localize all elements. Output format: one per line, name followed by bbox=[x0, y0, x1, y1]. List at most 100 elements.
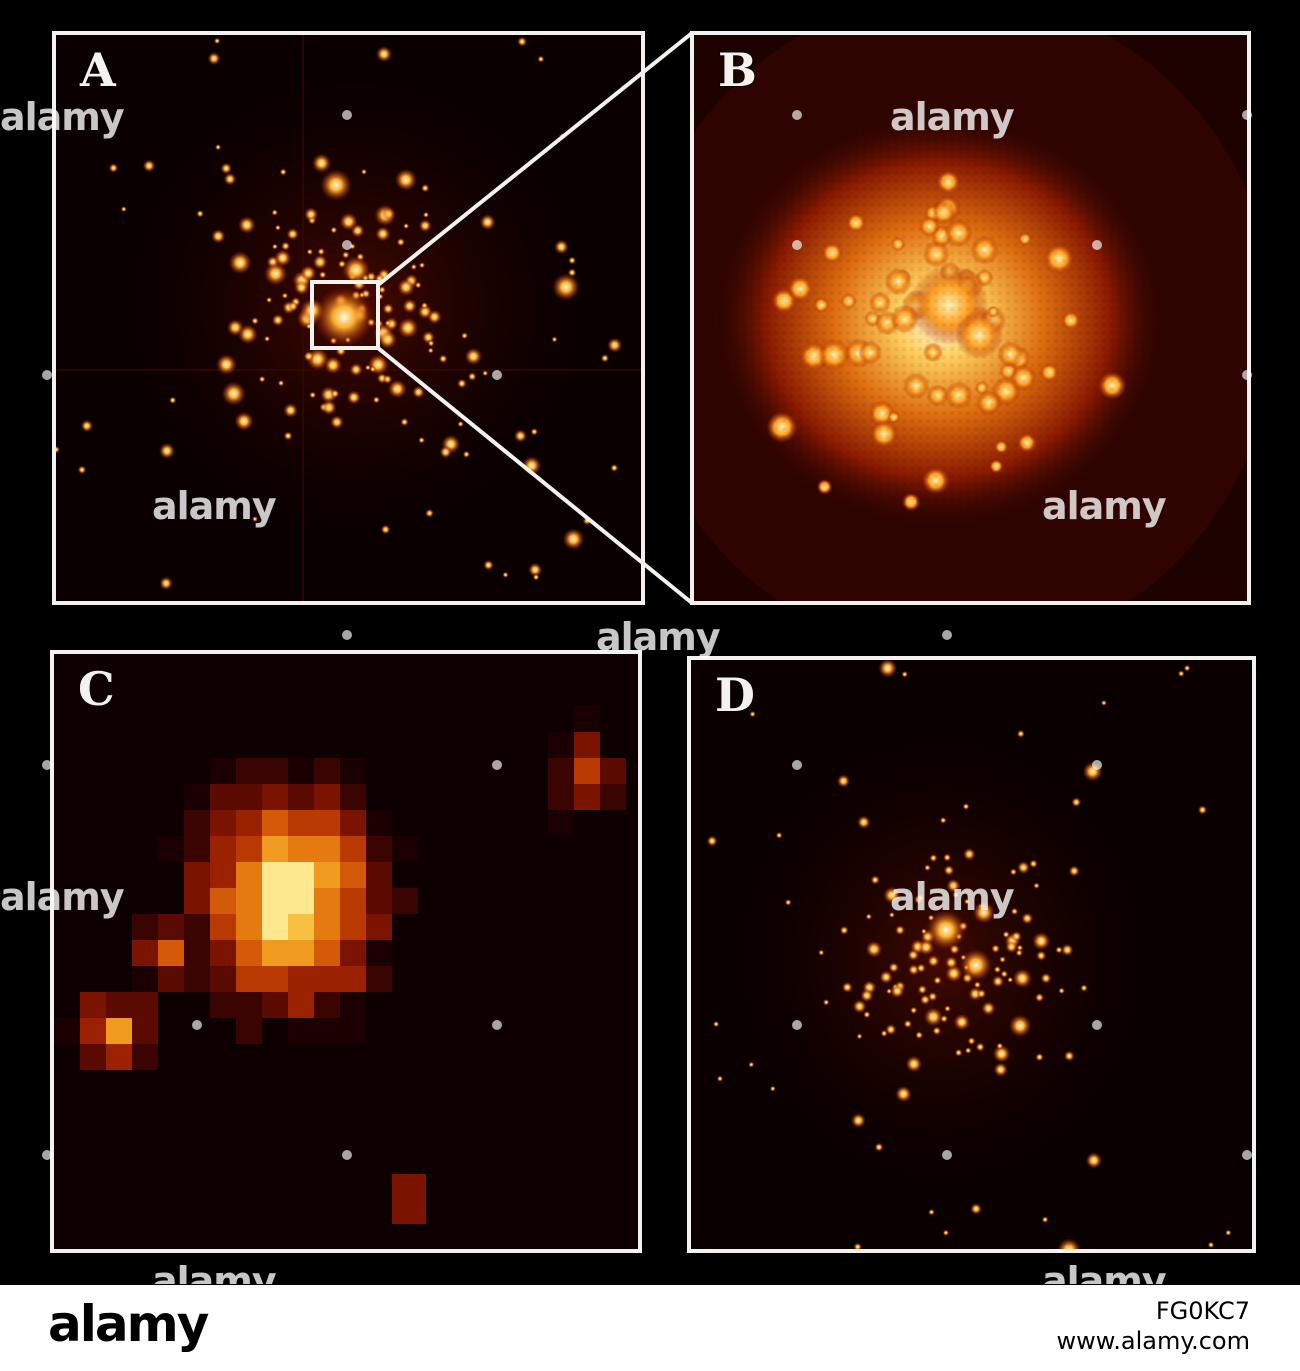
star bbox=[932, 1026, 942, 1036]
star bbox=[382, 374, 393, 384]
watermark-dot bbox=[1092, 1020, 1102, 1030]
star bbox=[775, 831, 783, 839]
pixel bbox=[158, 836, 184, 862]
star bbox=[1033, 882, 1040, 889]
pixel bbox=[184, 836, 210, 862]
footer-url: www.alamy.com bbox=[1056, 1327, 1250, 1355]
pixel bbox=[340, 940, 366, 966]
star bbox=[367, 354, 389, 376]
star bbox=[1061, 943, 1074, 957]
pixel bbox=[210, 992, 236, 1018]
star bbox=[1005, 940, 1018, 954]
pixel bbox=[210, 836, 236, 862]
star bbox=[1007, 976, 1014, 983]
star bbox=[382, 207, 395, 221]
star bbox=[1008, 1014, 1032, 1038]
star bbox=[822, 999, 830, 1006]
pixel bbox=[600, 784, 626, 810]
pixel bbox=[314, 836, 340, 862]
star bbox=[372, 396, 380, 404]
star bbox=[929, 853, 938, 863]
star bbox=[220, 162, 232, 175]
star bbox=[939, 816, 947, 824]
star bbox=[394, 168, 418, 191]
star bbox=[1034, 992, 1045, 1003]
star bbox=[330, 389, 340, 399]
star bbox=[558, 133, 566, 140]
star bbox=[346, 390, 361, 405]
star bbox=[886, 988, 893, 995]
star bbox=[976, 988, 987, 999]
star bbox=[918, 939, 935, 956]
pixel bbox=[262, 810, 288, 836]
pixel bbox=[236, 758, 262, 784]
pixel bbox=[132, 940, 158, 966]
watermark-dot bbox=[342, 110, 352, 120]
watermark-dot bbox=[1242, 1150, 1252, 1160]
pixel bbox=[80, 1044, 106, 1070]
watermark: alamy bbox=[1042, 1262, 1166, 1284]
star bbox=[321, 399, 337, 416]
star bbox=[894, 925, 906, 936]
star bbox=[1035, 1052, 1044, 1062]
star bbox=[286, 227, 299, 241]
star bbox=[238, 216, 256, 234]
star bbox=[221, 381, 246, 406]
star bbox=[964, 1047, 972, 1054]
pixel bbox=[54, 1018, 80, 1044]
star bbox=[1002, 930, 1010, 939]
panel-d-image bbox=[691, 660, 1252, 1249]
star bbox=[879, 970, 893, 984]
watermark: alamy bbox=[890, 95, 1015, 139]
star bbox=[981, 1001, 996, 1016]
watermark-dot bbox=[1092, 760, 1102, 770]
star bbox=[975, 1042, 985, 1052]
panel-d-label: D bbox=[715, 668, 755, 722]
star bbox=[384, 320, 392, 327]
watermark-dot bbox=[492, 370, 502, 380]
star bbox=[924, 864, 931, 872]
watermark-dot bbox=[792, 760, 802, 770]
star bbox=[1068, 865, 1080, 877]
panel-c: C bbox=[50, 650, 642, 1253]
watermark-dot bbox=[492, 760, 502, 770]
star bbox=[1183, 664, 1191, 672]
star bbox=[304, 207, 319, 222]
star bbox=[532, 573, 540, 581]
pixel bbox=[262, 914, 288, 940]
watermark-dot bbox=[1242, 370, 1252, 380]
pixel bbox=[236, 914, 262, 940]
star bbox=[1055, 946, 1063, 954]
pixel bbox=[314, 862, 340, 888]
star bbox=[607, 337, 623, 353]
star bbox=[342, 256, 370, 284]
star bbox=[1029, 859, 1038, 869]
star bbox=[56, 445, 60, 454]
star bbox=[552, 273, 580, 301]
star bbox=[421, 183, 430, 193]
star bbox=[917, 984, 928, 995]
star bbox=[309, 391, 317, 399]
pixel bbox=[106, 1018, 132, 1044]
star bbox=[211, 229, 226, 244]
star bbox=[890, 983, 905, 999]
panel-b: B bbox=[690, 31, 1251, 605]
pixel bbox=[236, 940, 262, 966]
pixel bbox=[288, 966, 314, 992]
star bbox=[277, 379, 285, 387]
star bbox=[991, 975, 1005, 988]
pixel bbox=[314, 1018, 340, 1044]
star bbox=[274, 249, 292, 267]
pixel bbox=[210, 784, 236, 810]
star bbox=[342, 251, 350, 259]
star bbox=[551, 336, 558, 343]
pixel bbox=[236, 992, 262, 1018]
star bbox=[369, 366, 376, 373]
star bbox=[928, 1208, 935, 1216]
pixel bbox=[314, 940, 340, 966]
pixel bbox=[366, 862, 392, 888]
star bbox=[901, 671, 908, 678]
star bbox=[537, 55, 545, 63]
pixel bbox=[158, 940, 184, 966]
star bbox=[77, 465, 87, 475]
